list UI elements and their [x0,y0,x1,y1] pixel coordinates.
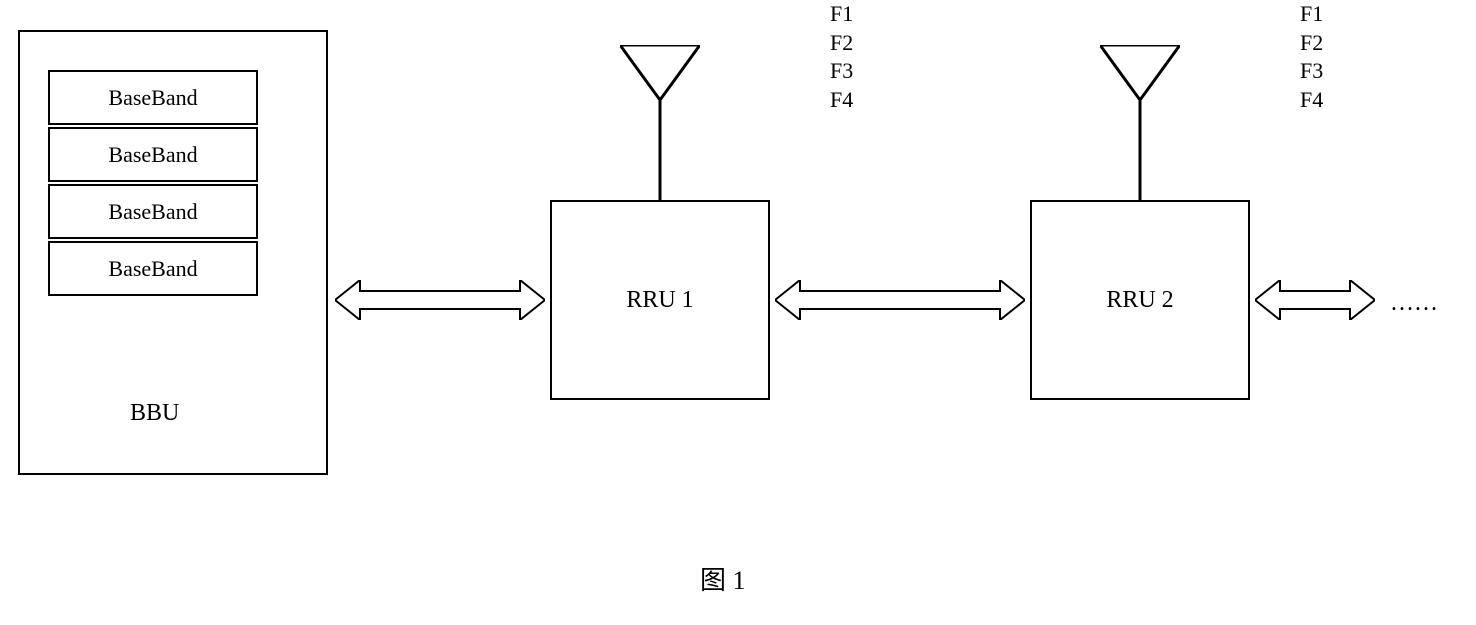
rru-box-2: RRU 2 [1030,200,1250,400]
baseband-box-1: BaseBand [48,70,258,125]
freq-list-1: F1F2F3F4 [830,0,853,114]
freq-list-2: F1F2F3F4 [1300,0,1323,114]
rru-label: RRU 2 [1106,287,1173,314]
baseband-label: BaseBand [108,142,197,168]
continuation-dots: …… [1390,290,1438,317]
baseband-label: BaseBand [108,256,197,282]
antenna-1 [620,45,700,200]
baseband-box-2: BaseBand [48,127,258,182]
baseband-box-3: BaseBand [48,184,258,239]
figure-caption: 图 1 [700,560,746,597]
arrow-2 [775,280,1025,320]
rru-label: RRU 1 [626,287,693,314]
freq-item: F4 [830,86,853,115]
freq-item: F4 [1300,86,1323,115]
baseband-label: BaseBand [108,85,197,111]
freq-item: F3 [830,57,853,86]
freq-item: F2 [1300,29,1323,58]
antenna-2 [1100,45,1180,200]
arrow-1 [335,280,545,320]
arrow-3 [1255,280,1375,320]
rru-box-1: RRU 1 [550,200,770,400]
bbu-label: BBU [130,400,179,427]
freq-item: F1 [830,0,853,29]
freq-item: F2 [830,29,853,58]
freq-item: F1 [1300,0,1323,29]
freq-item: F3 [1300,57,1323,86]
baseband-label: BaseBand [108,199,197,225]
baseband-box-4: BaseBand [48,241,258,296]
